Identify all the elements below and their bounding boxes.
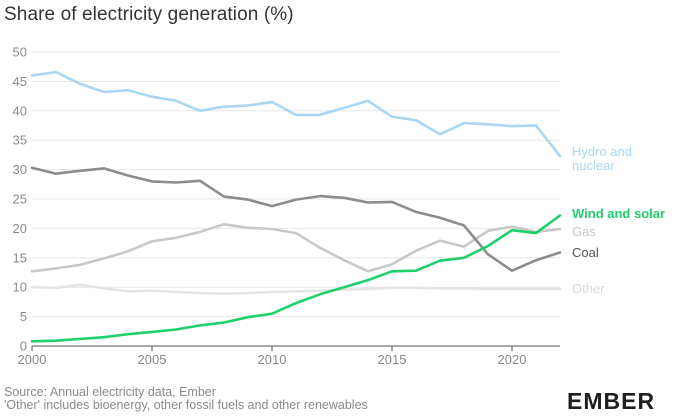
source-text: Source: Annual electricity data, Ember xyxy=(4,385,216,399)
chart-title: Share of electricity generation (%) xyxy=(4,4,294,25)
brand-logo: EMBER xyxy=(567,388,656,414)
series-line-wind-and-solar xyxy=(30,214,562,343)
series-line-coal xyxy=(30,166,562,273)
series-line-hydro-and-nuclear xyxy=(30,70,562,158)
footnote-text: 'Other' includes bioenergy, other fossil… xyxy=(4,398,368,412)
y-tick-label: 20 xyxy=(13,221,27,236)
y-tick-label: 5 xyxy=(20,309,27,324)
y-tick-label: 15 xyxy=(13,250,27,265)
series-label-hydro-and-nuclear: Hydro and nuclear xyxy=(572,144,632,173)
series-lines xyxy=(30,70,562,343)
x-tick-label: 2015 xyxy=(378,352,407,367)
source-note: Source: Annual electricity data, Ember '… xyxy=(4,386,368,412)
series-label-gas: Gas xyxy=(572,224,596,239)
x-tick-label: 2010 xyxy=(258,352,287,367)
series-label-coal: Coal xyxy=(572,245,599,260)
series-label-other: Other xyxy=(572,281,605,296)
y-tick-label: 40 xyxy=(13,103,27,118)
series-line-other xyxy=(30,283,562,296)
series-label-wind-and-solar: Wind and solar xyxy=(572,206,665,221)
y-tick-label: 0 xyxy=(20,339,27,354)
y-tick-label: 10 xyxy=(13,280,27,295)
y-tick-label: 30 xyxy=(13,162,27,177)
y-tick-label: 45 xyxy=(13,74,27,89)
x-tick-label: 2020 xyxy=(498,352,527,367)
axes: 0 5 10 15 20 25 30 35 40 45 50 2000 2005 2010 2015 2020 xyxy=(13,45,560,367)
x-tick-label: 2005 xyxy=(138,352,167,367)
series-labels: Hydro and nuclear Wind and solar Gas Coal Oth… xyxy=(572,144,665,296)
y-tick-label: 35 xyxy=(13,133,27,148)
y-tick-label: 50 xyxy=(13,45,27,60)
series-line-gas xyxy=(30,223,562,273)
x-tick-label: 2000 xyxy=(18,352,47,367)
y-tick-label: 25 xyxy=(13,192,27,207)
